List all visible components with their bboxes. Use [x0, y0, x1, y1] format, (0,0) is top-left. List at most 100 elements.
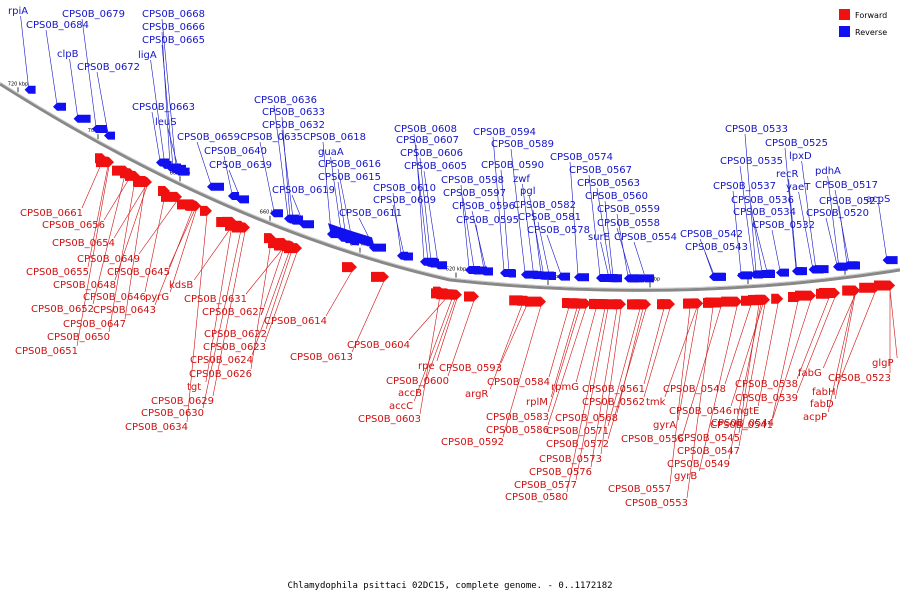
- forward-gene-arrow: [721, 296, 743, 307]
- forward-leader: [500, 304, 528, 364]
- legend-forward-label: Forward: [855, 11, 887, 20]
- reverse-gene-label: CPS0B_0608: [394, 124, 457, 135]
- forward-gene-arrow: [509, 295, 528, 306]
- forward-gene-label: CPS0B_0643: [93, 305, 156, 316]
- reverse-gene-arrow: [833, 262, 844, 271]
- forward-leader: [822, 294, 856, 369]
- forward-gene-label: gyrB: [674, 471, 697, 482]
- forward-leader: [728, 303, 762, 460]
- forward-gene-label: CPS0B_0622: [204, 329, 267, 340]
- tick-label: 720 kbp: [8, 81, 28, 87]
- forward-gene-label: CPS0B_0604: [347, 340, 410, 351]
- reverse-leader: [750, 204, 763, 273]
- forward-gene-arrow: [683, 298, 695, 309]
- forward-leader: [81, 162, 103, 209]
- reverse-gene-arrow: [73, 114, 91, 123]
- forward-gene-arrow: [138, 176, 150, 187]
- reverse-gene-label: CPS0B_0635: [240, 132, 303, 143]
- reverse-leader: [151, 111, 161, 161]
- forward-leader: [205, 225, 233, 383]
- reverse-gene-arrow: [207, 182, 224, 191]
- reverse-leader: [771, 229, 781, 271]
- reverse-leader: [413, 133, 429, 261]
- reverse-gene-label: CPS0B_0684: [26, 20, 89, 31]
- reverse-gene-arrow: [574, 273, 589, 282]
- reverse-gene-arrow: [845, 261, 858, 270]
- reverse-gene-label: CPS0B_0633: [262, 107, 325, 118]
- forward-leader: [408, 297, 448, 341]
- forward-leader: [87, 165, 109, 268]
- forward-gene-label: CPS0B_0562: [582, 397, 645, 408]
- reverse-leader: [827, 175, 839, 265]
- reverse-gene-arrow: [709, 272, 726, 281]
- forward-leader: [590, 308, 618, 468]
- forward-leader: [138, 200, 178, 255]
- reverse-gene-label: CPS0B_0607: [396, 135, 459, 146]
- forward-gene-label: CPS0B_0561: [582, 384, 645, 395]
- forward-leader: [325, 270, 353, 317]
- genome-caption: Chlamydophila psittaci 02DC15, complete …: [287, 581, 612, 591]
- reverse-gene-arrow: [627, 274, 644, 283]
- forward-gene-arrow: [125, 170, 140, 181]
- forward-leader: [836, 291, 876, 388]
- reverse-gene-arrow: [737, 271, 752, 280]
- forward-leader: [796, 296, 836, 394]
- reverse-gene-label: CPS0B_0517: [815, 180, 878, 191]
- reverse-leader: [546, 234, 562, 275]
- forward-leader: [677, 307, 699, 421]
- forward-gene-arrow: [589, 299, 610, 310]
- forward-gene-label: CPS0B_0623: [203, 342, 266, 353]
- reverse-leader: [532, 209, 542, 274]
- reverse-leader: [732, 190, 742, 274]
- forward-gene-arrow: [874, 280, 895, 291]
- reverse-leader: [788, 178, 797, 270]
- forward-gene-arrow: [607, 299, 622, 310]
- reverse-leader: [529, 195, 544, 274]
- forward-gene-label: CPS0B_0627: [202, 307, 265, 318]
- forward-gene-label: CPS0B_0629: [151, 396, 214, 407]
- forward-leader: [796, 297, 830, 380]
- forward-gene-label: CPS0B_0650: [47, 332, 110, 343]
- reverse-gene-label: CPS0B_0525: [765, 138, 828, 149]
- forward-gene-label: CPS0B_0538: [735, 379, 798, 390]
- reverse-leader-lines: [20, 15, 887, 277]
- forward-gene-arrow: [660, 299, 675, 310]
- forward-gene-label: CPS0B_0646: [83, 292, 146, 303]
- forward-leader: [76, 166, 110, 347]
- forward-leader: [419, 295, 441, 415]
- forward-leader: [600, 308, 622, 455]
- reverse-leader: [423, 170, 439, 264]
- reverse-gene-arrow: [228, 191, 239, 200]
- forward-gene-arrow: [433, 286, 445, 297]
- reverse-gene-label: CPS0B_0610: [373, 183, 436, 194]
- forward-leader: [168, 209, 196, 268]
- forward-gene-label: CPS0B_0541: [710, 420, 773, 431]
- reverse-leader: [259, 141, 275, 212]
- reverse-gene-label: CPS0B_0542: [680, 229, 743, 240]
- forward-gene-label: CPS0B_0580: [505, 492, 568, 503]
- reverse-gene-label: CPS0B_0619: [272, 185, 335, 196]
- reverse-leader: [633, 241, 646, 277]
- reverse-leader: [419, 157, 432, 262]
- legend-reverse-swatch: [839, 26, 850, 37]
- forward-gene-label: CPS0B_0655: [26, 267, 89, 278]
- forward-leader: [547, 307, 581, 413]
- reverse-leader: [596, 187, 612, 277]
- forward-gene-arrow: [371, 271, 389, 282]
- reverse-gene-label: CPS0B_0640: [204, 146, 267, 157]
- reverse-gene-arrow: [400, 252, 413, 261]
- forward-gene-label: CPS0B_0634: [125, 422, 188, 433]
- reverse-leader: [801, 160, 816, 268]
- forward-gene-arrow: [96, 157, 114, 168]
- forward-gene-label: fabD: [810, 399, 834, 410]
- forward-leader: [186, 214, 208, 423]
- forward-gene-arrow: [342, 262, 357, 273]
- forward-leader: [686, 306, 714, 499]
- forward-leader: [575, 307, 597, 383]
- forward-gene-label: CPS0B_0648: [53, 280, 116, 291]
- reverse-gene-label: ligA: [138, 50, 157, 61]
- forward-gene-label: CPS0B_0649: [77, 254, 140, 265]
- forward-gene-arrow: [630, 299, 651, 310]
- reverse-leader: [196, 141, 212, 185]
